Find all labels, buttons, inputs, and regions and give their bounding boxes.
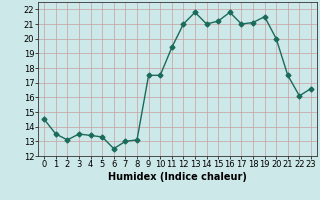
X-axis label: Humidex (Indice chaleur): Humidex (Indice chaleur): [108, 172, 247, 182]
